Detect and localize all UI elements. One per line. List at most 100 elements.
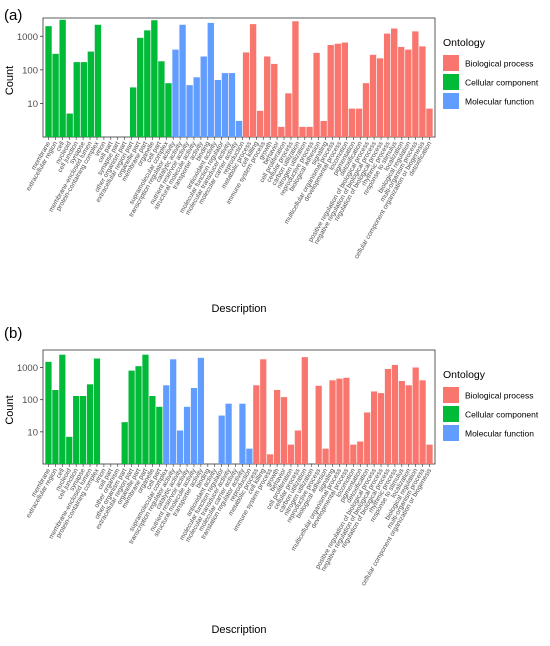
bar-b xyxy=(391,364,399,464)
bar-b xyxy=(142,354,149,464)
bar-b xyxy=(66,436,73,464)
bar-a xyxy=(73,62,80,137)
bar-a xyxy=(412,31,419,137)
legend-label-b: Molecular function xyxy=(465,429,534,439)
bar-a xyxy=(334,43,341,138)
y-tick-label-a: 10 xyxy=(27,99,38,110)
bar-b xyxy=(350,444,357,464)
bar-b xyxy=(45,361,52,464)
bar-b xyxy=(398,381,405,464)
bar-a xyxy=(165,83,172,137)
bar-a xyxy=(214,79,222,137)
legend-label-a: Molecular function xyxy=(465,97,534,107)
bar-a xyxy=(179,24,186,138)
bar-a xyxy=(66,113,73,137)
bar-a xyxy=(249,24,257,137)
legend-swatch-b xyxy=(443,425,459,441)
bar-a xyxy=(207,22,214,138)
bar-a xyxy=(306,126,313,137)
bar-b xyxy=(336,378,343,464)
bar-a xyxy=(151,20,158,138)
bar-a xyxy=(278,126,285,137)
bar-b xyxy=(190,388,198,464)
bar-b xyxy=(93,358,101,464)
bar-b xyxy=(246,448,253,464)
bar-b xyxy=(329,380,336,464)
bar-a xyxy=(221,73,229,137)
bar-a xyxy=(87,51,95,137)
bar-b xyxy=(197,357,205,464)
bar-b xyxy=(163,385,170,464)
y-axis-title-a: Count xyxy=(4,66,16,95)
y-axis-title-b: Count xyxy=(4,395,16,424)
bar-b xyxy=(280,397,288,464)
bar-b xyxy=(267,454,274,464)
bar-a xyxy=(341,42,348,137)
y-tick-label-b: 10 xyxy=(27,427,38,438)
bar-a xyxy=(405,49,412,138)
legend-swatch-b xyxy=(443,387,459,403)
bar-a xyxy=(80,62,87,137)
bar-a xyxy=(172,49,179,138)
bar-b xyxy=(260,359,267,464)
bar-a xyxy=(256,110,264,137)
bar-b xyxy=(357,441,364,464)
plot-panel-a xyxy=(42,17,436,138)
bar-a xyxy=(362,83,370,137)
legend-label-b: Cellular component xyxy=(465,410,539,420)
bar-a xyxy=(52,53,59,138)
bar-b xyxy=(73,396,80,464)
legend-swatch-a xyxy=(443,93,459,109)
bar-b xyxy=(253,385,260,464)
bar-b xyxy=(377,393,385,464)
bar-a xyxy=(228,73,236,137)
legend-swatch-a xyxy=(443,55,459,71)
bar-a xyxy=(158,61,165,138)
bar-b xyxy=(149,396,156,464)
legend-label-a: Cellular component xyxy=(465,78,539,88)
bar-b xyxy=(412,367,419,464)
bar-a xyxy=(376,58,384,137)
bar-b xyxy=(52,389,59,464)
panel-label-b: (b) xyxy=(4,325,22,342)
bar-a xyxy=(186,85,193,137)
bar-b xyxy=(301,357,308,464)
bar-a xyxy=(320,120,327,137)
bar-a xyxy=(348,108,356,137)
bar-b xyxy=(170,359,177,464)
bar-a xyxy=(426,108,433,137)
bar-a xyxy=(398,46,405,137)
bar-a xyxy=(235,120,243,137)
bar-a xyxy=(299,126,306,137)
bar-a xyxy=(383,33,391,137)
bar-b xyxy=(343,377,350,464)
panel-label-a: (a) xyxy=(4,7,22,24)
x-tick-label-b: cell xyxy=(55,467,66,480)
bar-a xyxy=(292,21,299,138)
legend-title-b: Ontology xyxy=(443,369,486,381)
bar-a xyxy=(144,30,151,137)
bar-a xyxy=(59,19,66,138)
bar-b xyxy=(156,406,163,464)
bar-a xyxy=(193,77,200,137)
bar-b xyxy=(176,430,184,464)
bar-b xyxy=(364,412,371,464)
bar-a xyxy=(313,52,320,137)
bar-a xyxy=(271,63,278,137)
x-axis-title-a: Description xyxy=(211,303,266,315)
legend-label-a: Biological process xyxy=(465,59,534,69)
bar-b xyxy=(315,385,322,464)
bar-b xyxy=(419,380,426,464)
bar-b xyxy=(183,406,191,464)
bar-b xyxy=(384,368,392,464)
bar-b xyxy=(287,444,295,464)
bar-b xyxy=(239,403,246,464)
bar-a xyxy=(327,44,334,137)
bar-b xyxy=(135,366,142,464)
bar-a xyxy=(285,93,292,137)
y-tick-label-a: 100 xyxy=(22,65,38,76)
bar-b xyxy=(225,403,232,464)
y-tick-label-b: 100 xyxy=(22,395,38,406)
